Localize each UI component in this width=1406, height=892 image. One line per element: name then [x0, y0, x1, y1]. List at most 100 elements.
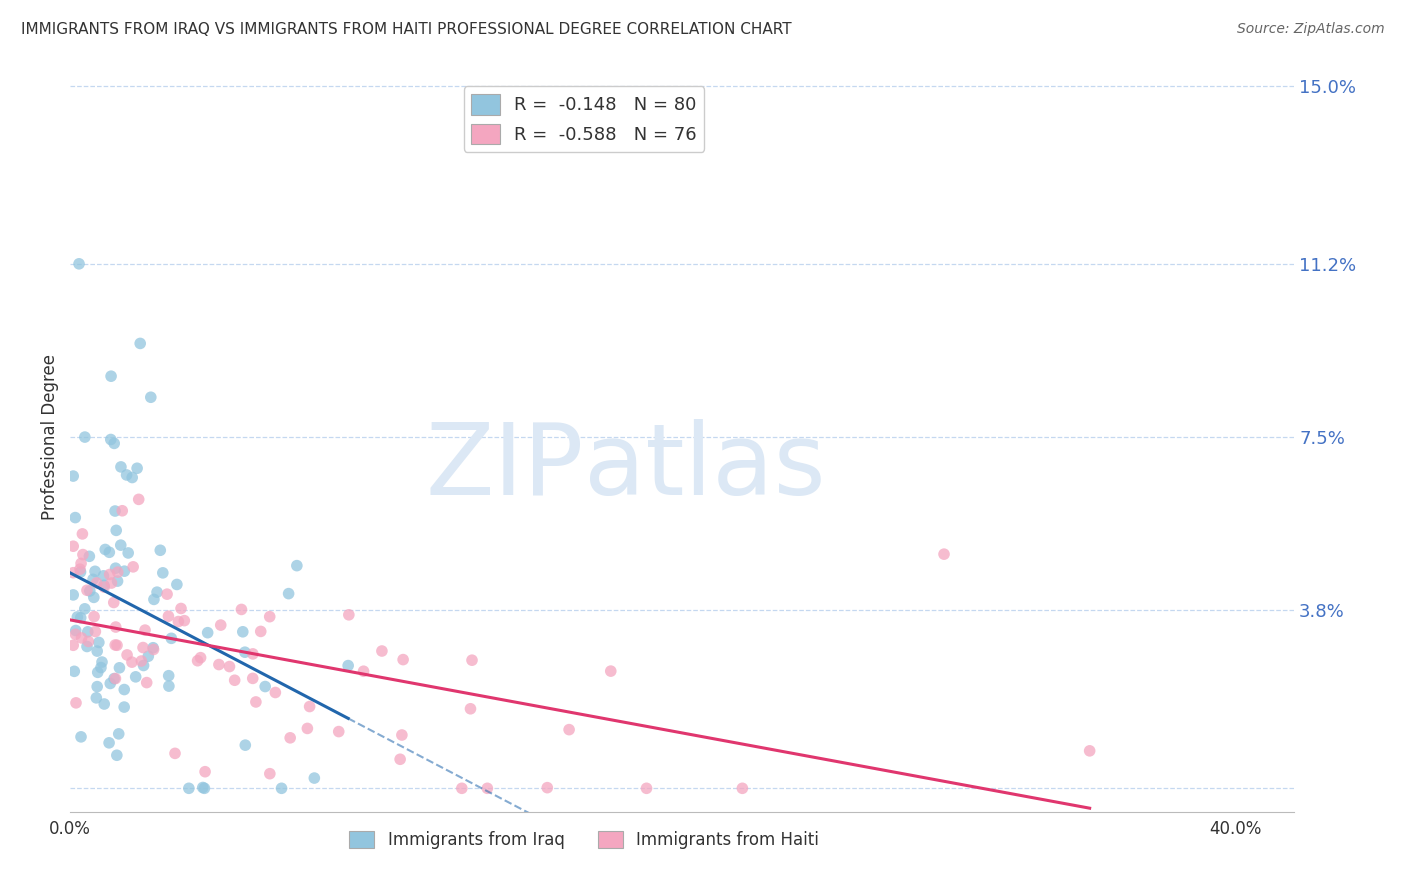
Point [328, 724, 350, 739]
Point [134, 623, 156, 637]
Point [536, 780, 558, 795]
Point [231, 602, 253, 616]
Point [142, 592, 165, 607]
Point [264, 685, 287, 699]
Point [66, 610, 89, 624]
Point [69, 565, 91, 579]
Point [460, 702, 482, 716]
Point [77, 634, 100, 648]
Point [98, 676, 121, 690]
Point [353, 664, 375, 678]
Point [104, 620, 127, 634]
Point [107, 565, 129, 579]
Point [117, 546, 139, 560]
Point [115, 467, 138, 482]
Point [157, 679, 180, 693]
Point [65, 624, 87, 638]
Point [208, 657, 231, 672]
Point [103, 672, 125, 686]
Text: IMMIGRANTS FROM IRAQ VS IMMIGRANTS FROM HAITI PROFESSIONAL DEGREE CORRELATION CH: IMMIGRANTS FROM IRAQ VS IMMIGRANTS FROM … [21, 22, 792, 37]
Point [259, 609, 281, 624]
Point [731, 781, 754, 796]
Point [86, 576, 108, 591]
Point [121, 655, 143, 669]
Point [98, 545, 121, 559]
Point [191, 780, 214, 795]
Point [104, 638, 127, 652]
Point [100, 433, 122, 447]
Point [91, 655, 114, 669]
Text: atlas: atlas [583, 418, 825, 516]
Point [76, 583, 98, 598]
Point [62, 469, 84, 483]
Point [90, 660, 112, 674]
Point [218, 659, 240, 673]
Point [461, 653, 484, 667]
Point [104, 504, 127, 518]
Point [125, 670, 148, 684]
Point [105, 638, 128, 652]
Point [932, 547, 955, 561]
Point [83, 591, 105, 605]
Point [100, 369, 122, 384]
Point [65, 627, 87, 641]
Point [157, 669, 180, 683]
Point [450, 781, 472, 796]
Point [232, 624, 254, 639]
Point [278, 731, 301, 745]
Point [142, 642, 165, 657]
Point [72, 548, 94, 562]
Point [98, 736, 121, 750]
Point [142, 640, 165, 655]
Point [76, 640, 98, 654]
Point [83, 609, 105, 624]
Point [297, 722, 319, 736]
Point [94, 542, 117, 557]
Point [170, 601, 193, 615]
Point [112, 700, 135, 714]
Point [62, 566, 84, 580]
Point [391, 728, 413, 742]
Point [121, 470, 143, 484]
Point [122, 559, 145, 574]
Point [254, 680, 277, 694]
Point [62, 588, 84, 602]
Point [62, 539, 84, 553]
Point [79, 549, 101, 564]
Point [93, 569, 115, 583]
Point [107, 574, 129, 588]
Point [73, 602, 96, 616]
Point [163, 747, 186, 761]
Point [224, 673, 246, 688]
Point [98, 567, 121, 582]
Point [87, 665, 110, 680]
Point [558, 723, 581, 737]
Point [84, 624, 107, 639]
Point [131, 654, 153, 668]
Point [136, 649, 159, 664]
Point [157, 609, 180, 624]
Legend: Immigrants from Iraq, Immigrants from Haiti: Immigrants from Iraq, Immigrants from Ha… [343, 824, 825, 855]
Point [233, 645, 256, 659]
Point [197, 625, 219, 640]
Point [86, 644, 108, 658]
Y-axis label: Professional Degree: Professional Degree [41, 354, 59, 520]
Point [177, 781, 200, 796]
Point [112, 682, 135, 697]
Point [84, 564, 107, 578]
Point [128, 492, 150, 507]
Point [115, 648, 138, 662]
Point [100, 576, 122, 591]
Point [70, 557, 93, 571]
Point [146, 585, 169, 599]
Point [245, 695, 267, 709]
Point [1078, 744, 1101, 758]
Point [132, 640, 155, 655]
Point [167, 615, 190, 629]
Point [304, 771, 326, 785]
Point [93, 580, 115, 594]
Point [270, 781, 292, 796]
Point [156, 587, 179, 601]
Point [104, 672, 127, 686]
Point [599, 664, 621, 678]
